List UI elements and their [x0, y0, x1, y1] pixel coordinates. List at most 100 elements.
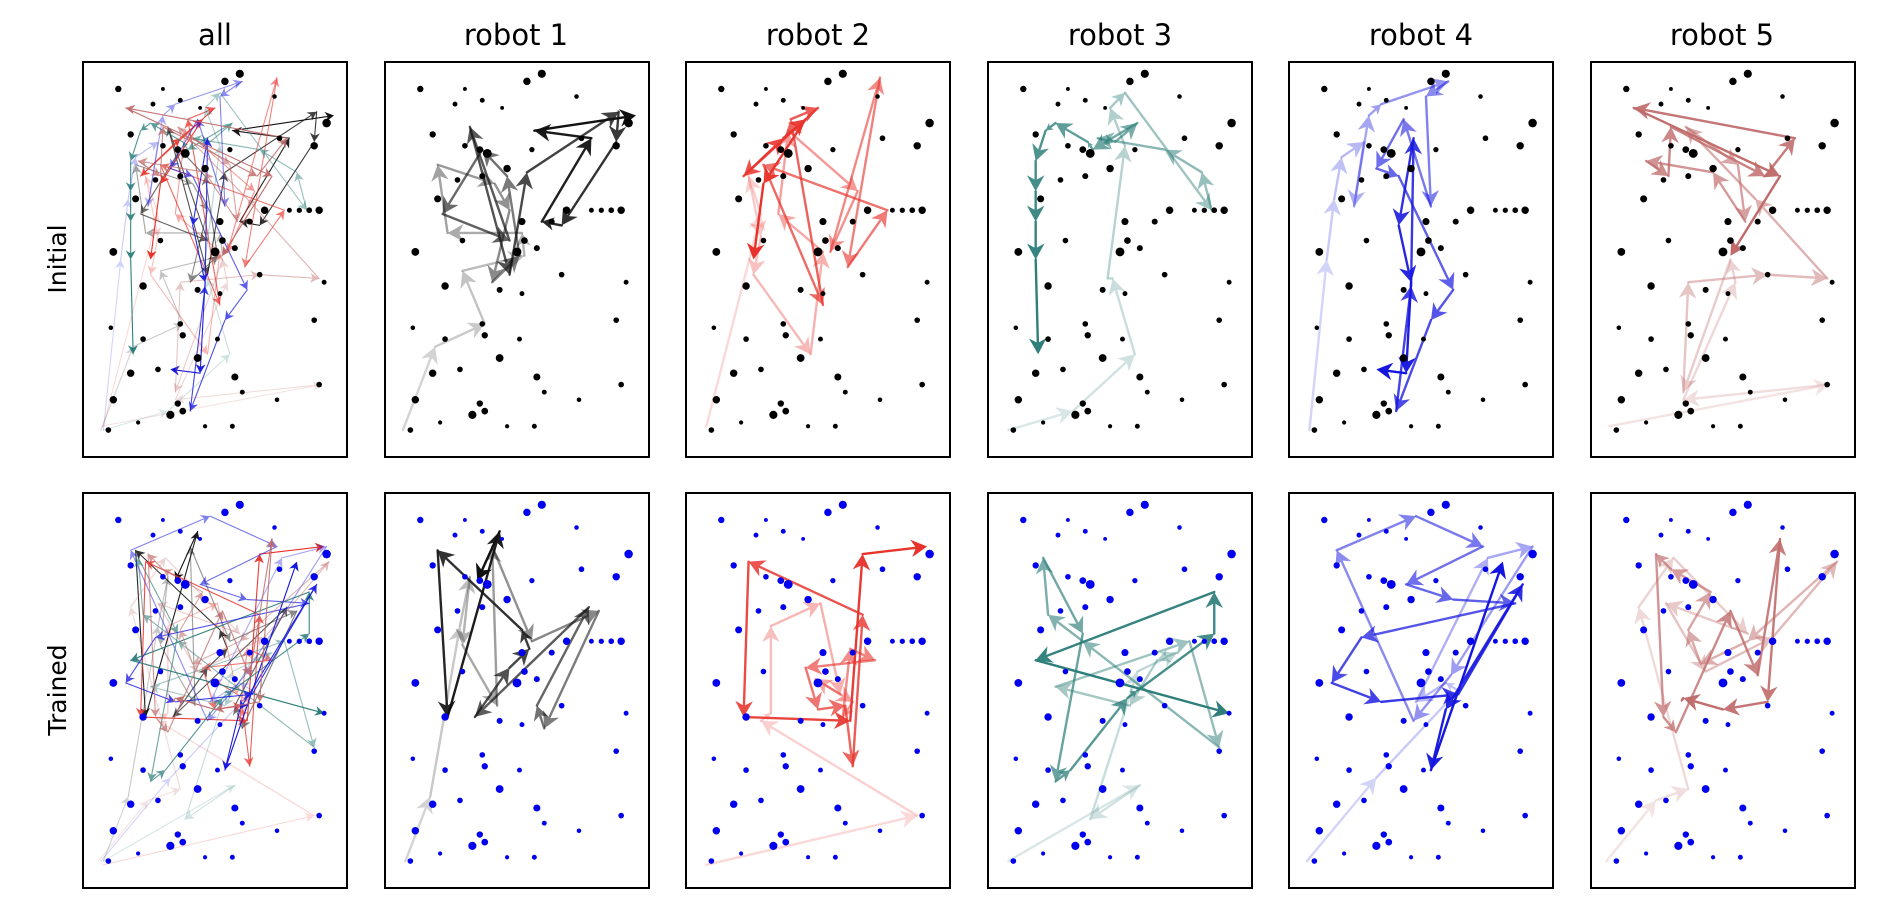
- target-point-8: [1227, 549, 1236, 559]
- route-segment-r5-19-shaft: [125, 107, 267, 175]
- target-point-22: [260, 206, 269, 214]
- route-segment-r5-1-head: [175, 393, 185, 404]
- route-segment-r5-4-head: [1730, 616, 1748, 634]
- target-point-14: [1735, 577, 1741, 584]
- target-point-22: [1165, 206, 1174, 214]
- target-point-9: [1635, 562, 1642, 569]
- target-point-18: [755, 177, 762, 183]
- route-segment-r5-23-shaft: [1680, 696, 1685, 702]
- target-point-20: [1422, 218, 1430, 226]
- target-point-15: [879, 566, 886, 573]
- target-point-11: [1682, 146, 1690, 153]
- route-segment-r4-15-shaft: [1398, 318, 1433, 402]
- target-point-49: [618, 812, 624, 819]
- target-point-6: [1140, 500, 1149, 509]
- target-point-54: [1107, 424, 1113, 429]
- route-segment-r1-0-shaft: [100, 351, 132, 431]
- target-point-37: [410, 756, 416, 761]
- target-point-13: [201, 595, 209, 604]
- target-point-18: [1660, 177, 1667, 183]
- target-point-25: [1512, 207, 1519, 214]
- target-point-19: [1082, 604, 1089, 611]
- route-segment-r2-4: [752, 273, 811, 355]
- target-point-24: [899, 638, 905, 644]
- target-point-48: [877, 828, 883, 834]
- target-point-27: [1617, 248, 1626, 256]
- target-point-6: [1140, 69, 1149, 78]
- route-segment-r3-19-head: [1026, 205, 1045, 222]
- route-segment-r1-20: [259, 141, 315, 226]
- route-segment-r1-20-shaft: [262, 141, 315, 221]
- route-segment-r3-16: [140, 122, 152, 131]
- route-segment-r5-8: [247, 198, 320, 280]
- route-segment-r3-4-shaft: [1164, 651, 1179, 659]
- route-segment-r3-2-shaft: [1089, 681, 1136, 821]
- route-segment-r1-22-shaft: [540, 146, 587, 223]
- route-segment-r5-19-head: [1761, 161, 1781, 178]
- route-segment-r4-16-shaft: [1394, 295, 1411, 413]
- target-point-2: [1669, 87, 1673, 91]
- target-point-38: [442, 767, 448, 773]
- target-point-22: [260, 637, 269, 645]
- route-segment-r1-2: [159, 270, 184, 325]
- route-segment-r5-21-head: [1723, 698, 1741, 716]
- target-point-17: [1640, 195, 1648, 203]
- route-segment-r3-5: [1107, 107, 1127, 148]
- route-segment-r2-16-head: [748, 560, 767, 577]
- target-point-12: [482, 148, 492, 158]
- route-segment-r5-2-head: [128, 607, 138, 618]
- route-segment-r3-12-shaft: [1041, 556, 1079, 625]
- route-segment-r3-13: [147, 633, 179, 782]
- route-segment-r2-3-head: [147, 264, 158, 275]
- route-segment-r2-8-head: [839, 174, 858, 192]
- route-segment-r4-2-head: [129, 157, 139, 167]
- target-point-5: [523, 77, 531, 86]
- target-point-48: [1179, 397, 1185, 403]
- route-segment-r2-2-head: [159, 713, 168, 722]
- route-segment-r3-9-head: [259, 149, 270, 159]
- route-segment-r4-15-head: [1331, 664, 1348, 683]
- target-point-13: [201, 164, 209, 173]
- route-segment-r2-0-shaft: [102, 816, 309, 866]
- target-point-34: [797, 717, 804, 724]
- target-point-51: [174, 831, 181, 838]
- target-point-57: [1342, 420, 1347, 425]
- route-segment-r1-14: [140, 213, 208, 242]
- route-segment-r4-4-head: [144, 196, 155, 207]
- target-point-23: [889, 638, 895, 644]
- target-point-25: [1814, 638, 1821, 645]
- target-point-23: [889, 207, 895, 213]
- route-segment-r1-18-shaft: [177, 530, 199, 576]
- target-point-46: [533, 373, 541, 381]
- route-segment-r4-14-head: [155, 630, 166, 641]
- panel-frame: [1288, 61, 1554, 458]
- route-segment-r5-14-head: [148, 554, 158, 564]
- route-segment-r4-19: [192, 224, 208, 283]
- target-point-48: [1480, 397, 1486, 403]
- route-segment-r4-14-head: [224, 309, 235, 321]
- route-segment-r5-3-shaft: [1637, 565, 1669, 609]
- target-point-20: [216, 218, 224, 226]
- route-segment-r3-8: [283, 640, 317, 748]
- target-point-50: [1617, 827, 1626, 835]
- target-point-56: [229, 854, 235, 860]
- target-point-2: [1367, 87, 1371, 91]
- panel-frame: [82, 61, 348, 458]
- target-point-44: [1687, 763, 1694, 770]
- target-point-32: [1462, 702, 1469, 709]
- target-point-32: [859, 702, 866, 709]
- route-segment-r2-3-head: [747, 257, 766, 275]
- target-point-32: [1764, 702, 1771, 709]
- route-segment-r1-6-head: [132, 164, 142, 175]
- target-point-34: [1099, 717, 1106, 724]
- route-segment-r5-16: [1669, 125, 1766, 177]
- target-point-4: [1404, 105, 1409, 110]
- route-segment-r1-9-shaft: [538, 714, 546, 730]
- target-point-16: [612, 573, 620, 581]
- route-segment-r5-7-shaft: [259, 274, 314, 279]
- target-point-44: [1084, 332, 1091, 339]
- target-point-44: [782, 332, 789, 339]
- target-point-1: [1055, 532, 1061, 538]
- target-point-43: [1663, 797, 1669, 804]
- route-segment-r4-16: [1330, 681, 1382, 705]
